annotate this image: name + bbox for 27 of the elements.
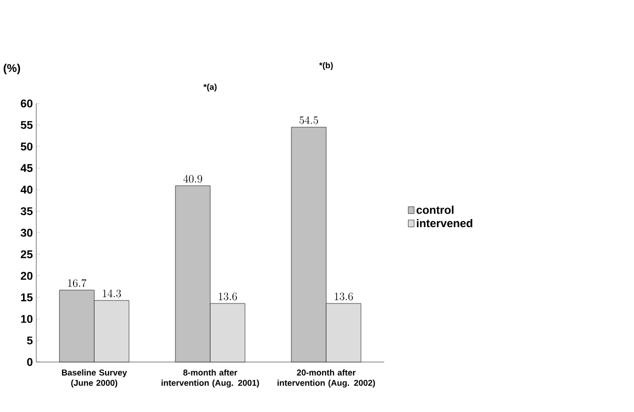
y-tick-label: 30: [20, 228, 32, 237]
legend-label: control: [416, 206, 454, 214]
x-tick-label: Baseline Survey (June 2000): [62, 369, 127, 388]
y-tick-label: 35: [20, 207, 33, 216]
data-label: 13.6: [334, 292, 353, 300]
y-tick-label: 60: [20, 100, 32, 108]
y-tick-label: 40: [20, 186, 32, 194]
text: *(a): [203, 84, 217, 92]
y-tick-label: 10: [21, 315, 32, 323]
data-label: 54.5: [300, 116, 318, 124]
data-label: 14.3: [102, 290, 121, 298]
data-label: 16.7: [68, 279, 86, 288]
y-tick-label: 25: [20, 250, 33, 258]
data-label: 13.6: [218, 292, 237, 300]
y-tick-label: 0: [27, 358, 32, 366]
y-tick-label: 5: [27, 336, 33, 344]
y-tick-label: 45: [20, 164, 33, 172]
y-tick-label: 15: [21, 294, 33, 302]
y-tick-label: 20: [20, 272, 32, 280]
y-tick-label: 55: [20, 121, 33, 129]
y-tick-label: 50: [20, 142, 32, 151]
x-tick-label: 20-month after intervention (Aug. 2002): [278, 369, 375, 388]
data-label: 40.9: [183, 174, 202, 183]
legend-label: intervened: [416, 219, 472, 228]
y-axis-title: (%): [4, 64, 20, 74]
x-tick-label: 8-month after intervention (Aug. 2001): [162, 369, 259, 388]
text: *(b): [319, 62, 333, 70]
